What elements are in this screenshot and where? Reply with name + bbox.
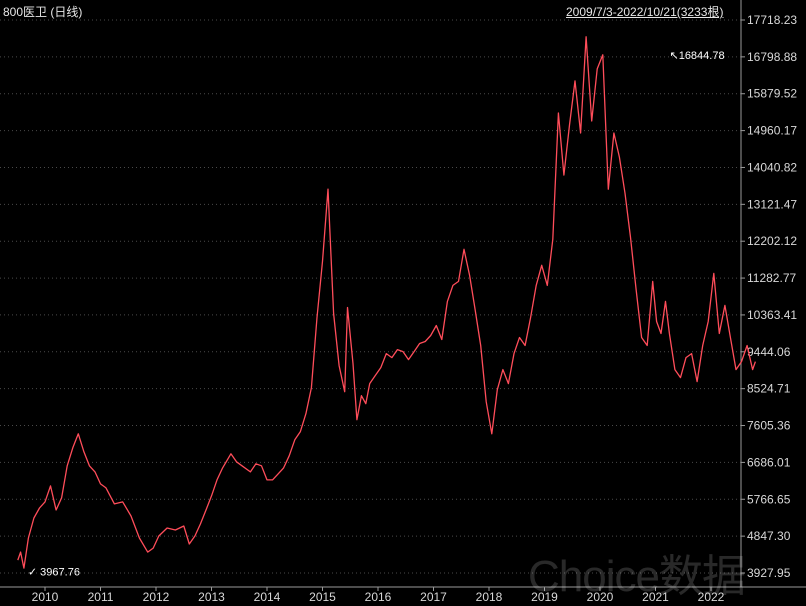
x-tick-label: 2019 — [531, 590, 558, 604]
y-tick-label: 16798.88 — [747, 50, 797, 64]
x-tick-label: 2010 — [32, 590, 59, 604]
x-tick-label: 2013 — [198, 590, 225, 604]
x-tick-label: 2012 — [143, 590, 170, 604]
x-tick-label: 2016 — [365, 590, 392, 604]
y-tick-label: 12202.12 — [747, 234, 797, 248]
y-tick-label: 11282.77 — [747, 271, 796, 285]
chart-frame — [0, 0, 806, 588]
x-tick-label: 2015 — [309, 590, 336, 604]
x-tick-label: 2014 — [254, 590, 281, 604]
y-axis-tick-labels: 17718.23 16798.88 15879.52 14960.17 14040.82… — [741, 13, 797, 580]
series-line — [17, 36, 757, 569]
x-tick-label: 2021 — [642, 590, 669, 604]
y-tick-label: 6686.01 — [747, 455, 791, 469]
y-tick-label: 13121.47 — [747, 197, 797, 211]
x-tick-label: 2018 — [476, 590, 503, 604]
y-tick-label: 7605.36 — [747, 419, 791, 433]
y-tick-label: 15879.52 — [747, 87, 797, 101]
x-tick-label: 2017 — [420, 590, 447, 604]
x-axis-tick-labels: 2010 2011 2012 2013 2014 2015 2016 2017 2018 2019… — [32, 587, 725, 604]
y-tick-label: 5766.65 — [747, 492, 791, 506]
y-tick-label: 9444.06 — [747, 345, 791, 359]
grid-lines — [0, 19, 741, 574]
date-range-link[interactable]: 2009/7/3-2022/10/21(3233根) — [566, 5, 724, 19]
y-tick-label: 8524.71 — [747, 382, 791, 396]
watermark-logo: Choice数据 — [528, 552, 746, 601]
x-tick-label: 2020 — [587, 590, 614, 604]
y-tick-label: 10363.41 — [747, 308, 797, 322]
price-series — [17, 36, 757, 569]
max-annotation: ↖16844.78 — [669, 50, 724, 62]
y-tick-label: 14960.17 — [747, 124, 797, 138]
min-annotation: ✓ 3967.76 — [28, 566, 80, 578]
x-tick-label: 2011 — [88, 590, 114, 604]
y-tick-label: 14040.82 — [747, 160, 797, 174]
y-tick-label: 17718.23 — [747, 13, 797, 27]
y-tick-label: 4847.30 — [747, 529, 791, 543]
x-tick-label: 2022 — [698, 590, 725, 604]
chart-annotations: ↖16844.78 ✓ 3967.76 — [28, 50, 725, 578]
y-tick-label: 3927.95 — [747, 566, 791, 580]
chart-title: 800医卫 (日线) — [3, 5, 83, 19]
